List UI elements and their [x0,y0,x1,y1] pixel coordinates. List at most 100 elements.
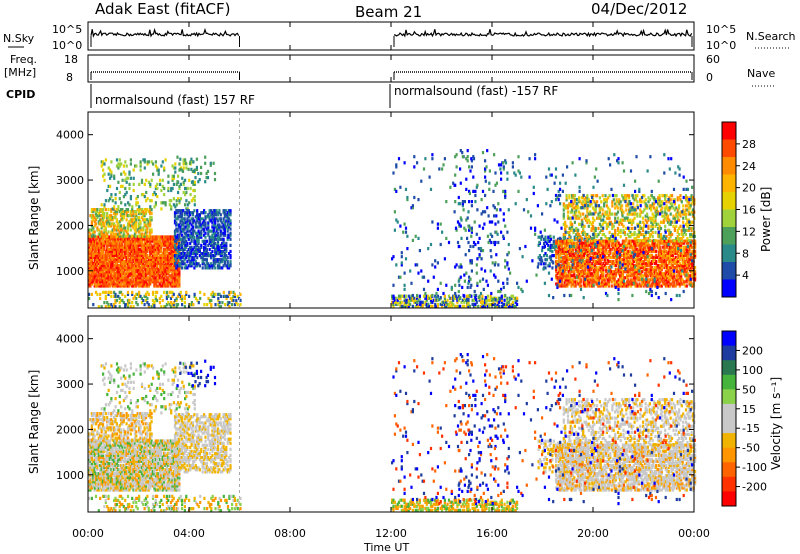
power-cell [149,235,152,239]
power-cell [194,243,197,247]
power-cell [185,245,188,249]
power-cell [210,241,213,245]
power-cell [92,303,95,307]
power-cell [136,303,139,307]
power-cell [132,245,135,249]
power-cell [107,282,110,286]
power-cell [92,228,95,232]
power-cell [119,290,123,294]
power-cell [132,270,135,274]
power-cell [167,282,170,286]
power-cell [185,239,188,243]
power-cell [173,221,177,225]
power-cell [97,259,100,264]
power-cell [229,237,232,241]
power-cell [164,253,167,257]
power-cell [156,270,159,274]
power-cell [92,261,95,266]
power-cell [104,282,107,286]
power-cell [201,252,204,256]
power-cell [147,268,150,272]
power-cell [167,284,170,288]
power-cell [164,274,167,278]
power-cell [172,301,175,305]
power-cell [126,272,130,276]
power-cell [497,220,500,224]
power-cell [113,294,116,298]
power-cell [100,160,103,164]
power-cell [194,215,197,219]
power-cell [99,243,102,247]
power-cell [107,305,110,309]
power-cell [115,249,118,253]
power-cell [138,208,141,212]
power-cell [121,184,124,188]
power-cell [201,227,204,231]
power-cell [165,280,168,284]
power-cell [189,245,192,249]
power-cell [121,253,124,257]
power-cell [97,257,100,262]
power-cell [115,247,118,251]
power-cell [156,166,159,170]
power-cell [200,229,203,233]
power-cell [158,296,161,301]
power-cell [222,211,225,215]
power-cell [99,234,102,238]
power-cell [104,230,107,234]
power-cell [463,200,466,204]
power-cell [197,237,200,241]
power-cell [168,237,171,241]
power-cell [487,214,490,218]
power-cell [168,253,171,257]
power-cell [119,264,123,268]
power-cell [132,243,135,247]
power-cell [175,254,178,258]
power-cell [179,262,182,266]
power-cell [89,264,92,268]
power-cell [108,266,111,270]
power-cell [113,276,116,280]
power-cell [197,235,200,239]
power-cell [113,282,116,286]
power-cell [193,209,196,213]
power-cell [171,276,174,280]
power-cell [472,189,475,193]
power-cell [221,258,224,262]
power-cell [171,174,174,178]
power-cell [198,225,201,229]
power-cell [138,270,141,274]
power-cell [176,217,179,221]
power-cell [146,264,149,268]
power-cell [158,276,161,280]
power-cell [156,253,159,257]
power-cell [102,168,105,172]
power-cell [213,178,217,182]
power-cell [173,219,177,223]
power-cell [133,251,136,255]
power-cell [459,275,462,279]
power-cell [101,220,105,224]
power-cell [111,207,114,211]
power-cell [140,264,143,268]
power-cell [153,284,156,288]
power-cell [113,208,116,212]
power-cell [216,237,220,241]
power-cell [136,282,139,286]
power-cell [212,245,215,249]
power-cell [159,182,162,186]
power-cell [142,251,145,255]
power-cell [114,305,117,309]
power-cell [118,266,121,270]
power-cell [164,270,167,274]
power-cell [154,257,157,262]
power-cell [161,284,164,288]
power-cell [104,264,107,268]
power-cell [214,252,217,256]
power-cell [143,245,146,249]
power-cell [129,247,132,251]
power-cell [225,213,228,217]
power-cell [182,190,185,195]
power-cell [158,255,161,259]
power-cell [121,284,124,288]
